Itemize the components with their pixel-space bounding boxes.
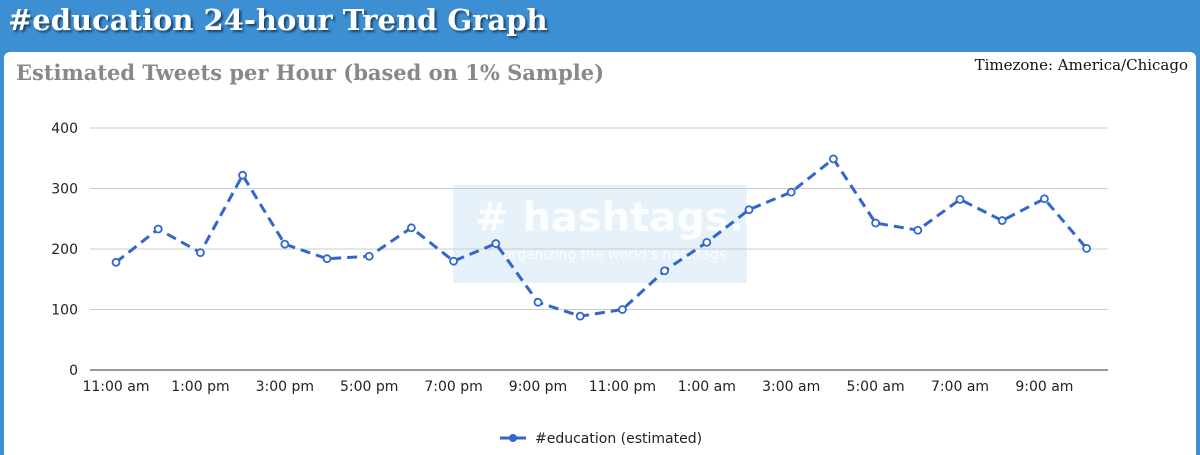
y-tick-label: 400 xyxy=(51,121,78,137)
data-point xyxy=(195,248,205,258)
watermark-brand: # hashtags.org xyxy=(475,195,820,241)
data-point xyxy=(786,187,796,197)
chart-title: Estimated Tweets per Hour (based on 1% S… xyxy=(16,60,605,85)
data-point xyxy=(660,266,669,276)
data-point xyxy=(364,251,374,261)
data-point xyxy=(238,170,248,180)
page-header: #education 24-hour Trend Graph xyxy=(0,0,1200,48)
x-tick-label: 3:00 pm xyxy=(256,379,314,395)
x-tick-label: 3:00 am xyxy=(762,379,820,395)
data-point xyxy=(702,237,712,247)
data-point xyxy=(913,225,923,235)
chart-panel: Estimated Tweets per Hour (based on 1% S… xyxy=(4,52,1196,455)
data-point xyxy=(871,218,880,228)
series-line xyxy=(115,157,1088,318)
data-point xyxy=(491,239,501,248)
data-point xyxy=(955,194,965,204)
x-tick-label: 1:00 am xyxy=(678,379,736,395)
data-point xyxy=(575,311,585,321)
x-tick-label: 1:00 pm xyxy=(171,379,229,395)
data-point xyxy=(829,154,838,164)
x-axis-ticks: 11:00 am 1:00 pm 3:00 pm 5:00 pm 7:00 pm 9:00… xyxy=(82,379,1073,395)
legend-label: #education (estimated) xyxy=(535,431,702,447)
data-point xyxy=(280,239,290,249)
watermark-tagline: organizing the world's hashtags xyxy=(503,247,727,263)
x-tick-label: 7:00 pm xyxy=(424,379,482,395)
line-chart: 0 100 200 300 400 11:00 am 1:00 pm 3:00 pm 5:00… xyxy=(51,121,1108,447)
series-layer xyxy=(111,154,1091,321)
y-axis-ticks: 0 100 200 300 400 xyxy=(51,121,78,379)
x-tick-label: 9:00 am xyxy=(1015,379,1073,395)
data-point xyxy=(111,257,121,267)
x-tick-label: 11:00 pm xyxy=(589,379,656,395)
data-point xyxy=(744,205,754,215)
data-point xyxy=(406,223,416,233)
x-tick-label: 11:00 am xyxy=(82,379,149,395)
page-title: #education 24-hour Trend Graph xyxy=(8,3,548,37)
y-tick-label: 100 xyxy=(51,303,78,319)
x-tick-label: 7:00 am xyxy=(931,379,989,395)
x-tick-label: 5:00 pm xyxy=(340,379,398,395)
timezone-label: Timezone: America/Chicago xyxy=(974,56,1188,74)
data-point xyxy=(533,297,543,307)
y-tick-label: 0 xyxy=(69,363,78,379)
legend: #education (estimated) xyxy=(500,431,702,447)
x-tick-label: 9:00 pm xyxy=(509,379,567,395)
watermark-logo: # hashtags.org organizing the world's ha… xyxy=(453,185,820,283)
data-point xyxy=(997,216,1007,225)
legend-swatch-marker xyxy=(509,434,517,442)
y-tick-label: 200 xyxy=(51,242,78,258)
x-tick-label: 5:00 am xyxy=(847,379,905,395)
grid-lines xyxy=(90,127,1108,371)
data-point xyxy=(153,224,163,234)
data-point xyxy=(449,256,459,266)
y-tick-label: 300 xyxy=(51,182,78,198)
data-point xyxy=(1040,194,1049,204)
data-point xyxy=(618,305,627,314)
data-point xyxy=(1082,243,1091,253)
data-point xyxy=(322,254,332,264)
